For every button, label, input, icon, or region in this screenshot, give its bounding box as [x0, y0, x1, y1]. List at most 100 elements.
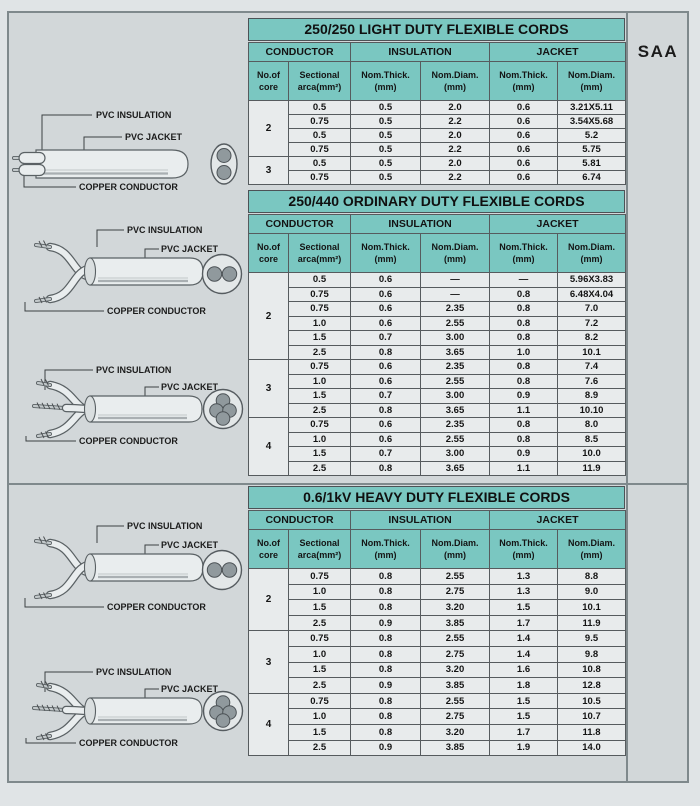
data-cell: 2.55 — [419, 315, 491, 331]
data-cell: 8.8 — [557, 568, 627, 585]
spec-table: CONDUCTOR INSULATION JACKET No.of core Secti… — [248, 510, 627, 757]
conductor-label: COPPER CONDUCTOR — [107, 602, 206, 612]
data-cell: 8.2 — [557, 330, 627, 346]
leader-line — [96, 229, 124, 247]
insulation-label: PVC INSULATION — [96, 667, 171, 677]
data-cell: 2.5 — [288, 739, 351, 757]
conductor-hatch — [38, 240, 47, 248]
data-cell: 14.0 — [557, 739, 627, 757]
table-row: 0.75 0.5 2.2 0.6 5.75 — [249, 142, 627, 157]
data-cell: 5.75 — [557, 142, 627, 157]
cable-body — [35, 149, 189, 179]
leader-line — [83, 136, 122, 151]
data-cell: 1.7 — [489, 614, 559, 632]
data-cell: — — [419, 286, 491, 302]
data-cell: 3.00 — [419, 388, 491, 404]
data-cell: 0.6 — [350, 417, 421, 433]
core-dot — [216, 165, 232, 180]
core-count-cell: 4 — [248, 417, 289, 476]
group-header-row: CONDUCTOR INSULATION JACKET — [248, 42, 627, 62]
data-cell: 11.8 — [557, 723, 627, 741]
insulation-label: PVC INSULATION — [127, 521, 202, 531]
data-cell: 2.55 — [419, 692, 491, 710]
column-group-header: INSULATION — [349, 214, 491, 234]
data-cell: 3.21X5.11 — [557, 100, 627, 115]
spec-table-light-duty: 250/250 LIGHT DUTY FLEXIBLE CORDS CONDUC… — [248, 18, 627, 185]
table-row: 2.5 0.8 3.65 1.1 10.10 — [249, 402, 627, 418]
data-cell: 0.5 — [350, 100, 421, 115]
cable-opening — [83, 697, 97, 725]
data-cell: 1.0 — [288, 708, 351, 725]
column-header: Nom.Diam. (mm) — [557, 233, 627, 273]
data-cell: 0.5 — [350, 128, 421, 143]
saa-badge: SAA — [637, 42, 679, 61]
data-cell: 1.3 — [489, 583, 559, 601]
data-cell: 0.8 — [489, 315, 559, 331]
data-cell: 0.75 — [288, 301, 351, 317]
data-cell: 0.8 — [489, 330, 559, 346]
spec-table-heavy-duty: 0.6/1kV HEAVY DUTY FLEXIBLE CORDS CONDUC… — [248, 486, 627, 757]
leader-line — [24, 302, 104, 312]
data-cell: 1.5 — [489, 692, 559, 710]
data-cell: 9.0 — [557, 583, 627, 601]
data-cell: 2.35 — [419, 359, 491, 375]
data-cell: 12.8 — [557, 677, 627, 694]
table-row: 0.75 0.6—0.8 6.48X4.04 — [249, 286, 627, 302]
wire — [18, 151, 46, 165]
column-header: Nom.Diam. (mm) — [557, 529, 627, 569]
data-cell: 1.1 — [489, 402, 559, 418]
conductor-tip — [36, 734, 52, 740]
data-cell: 0.8 — [350, 568, 421, 585]
table-row: 2 0.5 0.6— —5.96X3.83 — [248, 272, 627, 360]
table-row: 0.75 0.6 2.35 0.8 7.0 — [249, 301, 627, 317]
spec-table: CONDUCTOR INSULATION JACKET No.of core Secti… — [248, 214, 627, 476]
data-cell: 1.0 — [288, 373, 351, 389]
data-cell: 10.10 — [557, 402, 627, 418]
column-header: Nom.Diam. (mm) — [557, 61, 627, 101]
data-cell: 1.5 — [288, 661, 351, 679]
table-title: 250/440 ORDINARY DUTY FLEXIBLE CORDS — [248, 190, 625, 213]
jacket-label: PVC JACKET — [161, 540, 219, 550]
data-cell: 0.7 — [350, 446, 421, 462]
data-cell: 2.2 — [419, 114, 491, 129]
conductor-tip — [34, 243, 52, 249]
data-cell: 0.8 — [350, 723, 421, 741]
table-row: 0.75 0.5 2.2 0.6 3.54X5.68 — [249, 114, 627, 129]
table-row: 2.5 0.9 3.85 1.7 11.9 — [249, 614, 627, 632]
table-row: 4 0.75 0.6 2.35 0.8 8.0 — [248, 417, 627, 476]
data-cell: 0.8 — [350, 692, 421, 710]
core-count-cell: 2 — [248, 100, 289, 157]
data-cell: 10.5 — [557, 692, 627, 710]
data-cell: 0.6 — [350, 272, 421, 288]
leader-line — [41, 114, 92, 153]
data-cell: 0.75 — [288, 170, 351, 185]
data-cell: 2.0 — [419, 156, 491, 171]
data-cell: 5.81 — [557, 156, 627, 171]
data-cell: 0.75 — [288, 630, 351, 647]
conductor-label: COPPER CONDUCTOR — [79, 436, 178, 446]
table-row: 2.5 0.9 3.85 1.9 14.0 — [249, 739, 627, 757]
conductor-tip — [34, 539, 52, 545]
data-cell: 10.8 — [557, 661, 627, 679]
conductor-tip — [34, 297, 52, 303]
core-dot — [206, 266, 223, 282]
spec-table-ordinary-duty: 250/440 ORDINARY DUTY FLEXIBLE CORDS CON… — [248, 190, 627, 476]
table-row: 1.5 0.7 3.00 0.9 10.0 — [249, 446, 627, 462]
data-cell: 9.8 — [557, 645, 627, 663]
data-cell: 0.8 — [489, 431, 559, 447]
conductor-tip — [34, 593, 52, 599]
table-row: 0.5 0.5 2.0 0.6 5.2 — [249, 128, 627, 143]
data-cell: 10.0 — [557, 446, 627, 462]
data-cell: 1.5 — [288, 388, 351, 404]
conductor-label: COPPER CONDUCTOR — [79, 182, 178, 192]
data-cell: 0.8 — [489, 286, 559, 302]
data-cell: 0.7 — [350, 388, 421, 404]
data-cell: 3.00 — [419, 446, 491, 462]
data-cell: 2.0 — [419, 128, 491, 143]
group-header-row: CONDUCTOR INSULATION JACKET — [248, 510, 627, 530]
data-cell: 0.8 — [350, 708, 421, 725]
column-header: Nom.Thick. (mm) — [489, 61, 559, 101]
core-count-cell: 2 — [248, 567, 289, 632]
data-cell: 11.9 — [557, 460, 627, 476]
table-row: 2 0.5 0.5 2.0 0.6 3.21X5.11 — [248, 100, 627, 157]
